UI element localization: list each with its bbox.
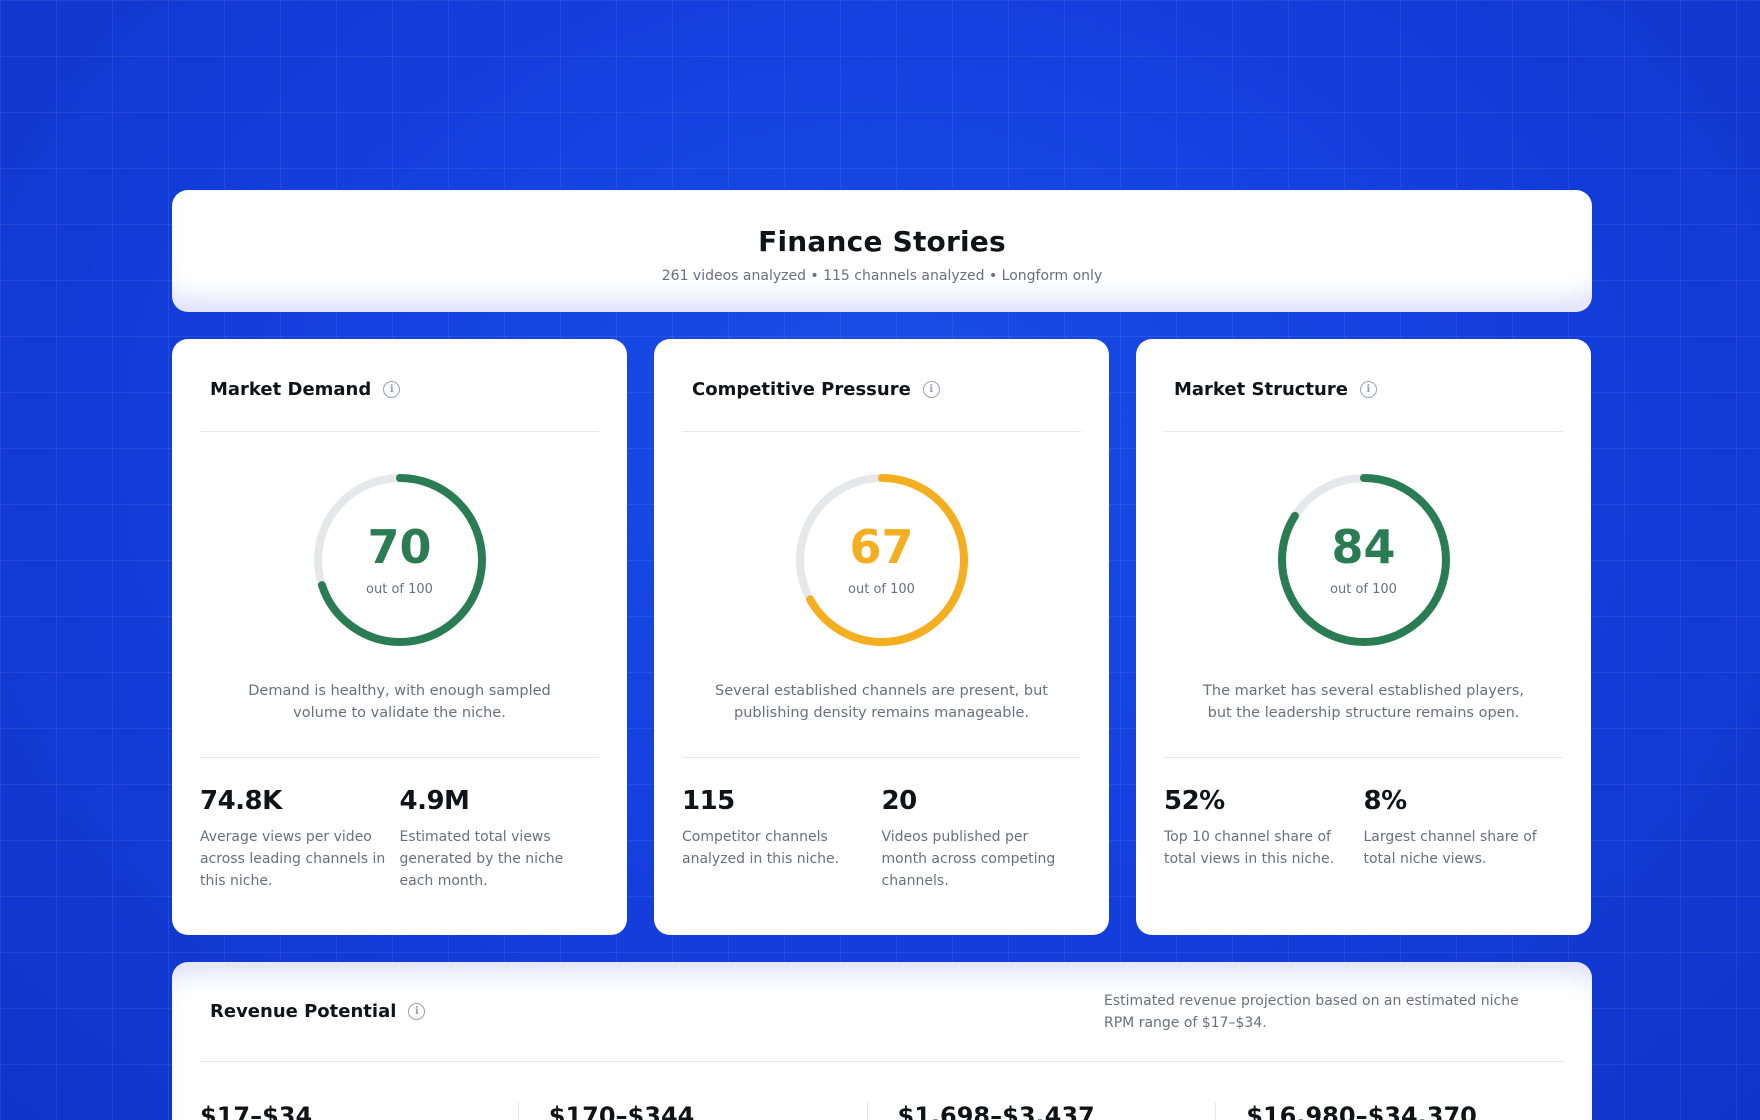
revenue-potential-card: Revenue Potential i Estimated revenue pr… [172, 962, 1592, 1120]
gauge-progress [313, 474, 486, 646]
card-title: Market Demand [210, 378, 372, 400]
info-circle-icon[interactable]: i [1359, 380, 1377, 398]
card-title: Market Structure [1174, 378, 1348, 400]
score-gauge: 67 out of 100 [792, 470, 972, 650]
stat-value: 52% [1164, 786, 1225, 816]
card-title: Competitive Pressure [692, 378, 911, 400]
stat-label: Estimated total views generated by the n… [399, 829, 564, 889]
card-description: The market has several established playe… [1203, 683, 1524, 721]
card-description: Demand is healthy, with enough sampled v… [248, 683, 551, 721]
stat-item: 52% Top 10 channel share of total views … [1164, 786, 1364, 870]
score-out-of: out of 100 [366, 581, 433, 597]
gauge-ring [795, 474, 968, 646]
report-header: Finance Stories 261 videos analyzed • 11… [172, 190, 1592, 312]
card-header: Revenue Potential i Estimated revenue pr… [200, 962, 1564, 1062]
score-gauge: 84 out of 100 [1274, 470, 1454, 650]
score-gauge: 70 out of 100 [310, 470, 490, 650]
stat-label: Competitor channels analyzed in this nic… [682, 829, 840, 867]
revenue-value: $1,698–$3,437 [868, 1102, 1217, 1120]
revenue-value: $170–$344 [519, 1102, 868, 1120]
competitive-pressure-card: Competitive Pressure i 67 out of 100 Sev… [654, 339, 1109, 935]
score-value: 67 [849, 519, 914, 574]
card-header: Market Structure i [1164, 339, 1563, 432]
stat-label: Largest channel share of total niche vie… [1363, 829, 1537, 867]
divider [1164, 757, 1563, 758]
divider [682, 757, 1081, 758]
card-stats: 52% Top 10 channel share of total views … [1164, 786, 1563, 870]
stat-value: 74.8K [200, 786, 282, 816]
stat-value: 115 [682, 786, 735, 816]
gauge-progress [795, 474, 968, 646]
card-header: Competitive Pressure i [682, 339, 1081, 432]
card-title: Revenue Potential [210, 1001, 397, 1022]
score-value: 70 [367, 519, 432, 574]
score-out-of: out of 100 [1330, 581, 1397, 597]
stat-label: Videos published per month across compet… [881, 829, 1056, 889]
market-structure-card: Market Structure i 84 out of 100 The mar… [1136, 339, 1591, 935]
card-description: Several established channels are present… [715, 683, 1048, 721]
page-title: Finance Stories [758, 224, 1006, 258]
card-stats: 74.8K Average views per video across lea… [200, 786, 599, 892]
stat-item: 20 Videos published per month across com… [882, 786, 1082, 892]
page-subtitle: 261 videos analyzed • 115 channels analy… [661, 267, 1103, 284]
revenue-values: $17–$34 $170–$344 $1,698–$3,437 $16,980–… [200, 1102, 1564, 1120]
gauge-ring [1277, 474, 1450, 646]
stat-item: 74.8K Average views per video across lea… [200, 786, 400, 892]
gauge-progress [1277, 474, 1450, 646]
card-stats: 115 Competitor channels analyzed in this… [682, 786, 1081, 892]
stat-label: Top 10 channel share of total views in t… [1164, 829, 1335, 867]
card-header: Market Demand i [200, 339, 599, 432]
info-circle-icon[interactable]: i [922, 380, 940, 398]
revenue-value: $16,980–$34,370 [1246, 1102, 1477, 1120]
stat-item: 4.9M Estimated total views generated by … [400, 786, 600, 892]
info-circle-icon[interactable]: i [408, 1003, 426, 1020]
stat-value: 8% [1363, 786, 1408, 816]
revenue-note: Estimated revenue projection based on an… [1104, 992, 1519, 1031]
score-out-of: out of 100 [848, 581, 915, 597]
report-container: Finance Stories 261 videos analyzed • 11… [172, 190, 1592, 1120]
revenue-value: $17–$34 [200, 1102, 519, 1120]
stat-value: 4.9M [399, 786, 470, 816]
metric-cards-row: Market Demand i 70 out of 100 Demand is … [172, 339, 1592, 935]
stat-item: 115 Competitor channels analyzed in this… [682, 786, 882, 892]
info-circle-icon[interactable]: i [383, 380, 401, 398]
gauge-ring [313, 474, 486, 646]
stat-item: 8% Largest channel share of total niche … [1364, 786, 1564, 870]
stat-label: Average views per video across leading c… [200, 829, 386, 889]
market-demand-card: Market Demand i 70 out of 100 Demand is … [172, 339, 627, 935]
score-value: 84 [1331, 519, 1396, 574]
stat-value: 20 [881, 786, 918, 816]
divider [200, 757, 599, 758]
